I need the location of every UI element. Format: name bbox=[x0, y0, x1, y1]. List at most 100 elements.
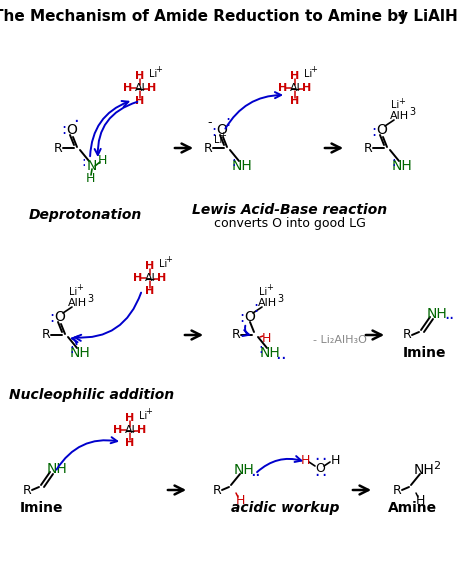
Text: Li: Li bbox=[139, 411, 147, 421]
Text: H: H bbox=[126, 438, 135, 448]
Text: 3: 3 bbox=[409, 107, 415, 117]
Text: :: : bbox=[70, 342, 74, 356]
Text: NH: NH bbox=[414, 463, 434, 477]
Text: H: H bbox=[330, 454, 340, 467]
Text: H: H bbox=[302, 83, 311, 93]
Text: +: + bbox=[77, 284, 83, 292]
Text: :: : bbox=[239, 311, 245, 326]
Text: ·: · bbox=[280, 350, 286, 368]
Text: Li: Li bbox=[159, 259, 167, 269]
Text: Al: Al bbox=[290, 83, 301, 93]
Text: O: O bbox=[66, 123, 77, 137]
Text: AlH: AlH bbox=[390, 111, 409, 121]
Text: +: + bbox=[399, 96, 405, 106]
Text: :: : bbox=[372, 123, 376, 139]
Text: H: H bbox=[85, 171, 95, 184]
Text: converts O into good LG: converts O into good LG bbox=[214, 218, 366, 231]
Text: Al: Al bbox=[125, 425, 136, 435]
Text: H: H bbox=[415, 494, 425, 507]
Text: :: : bbox=[254, 301, 258, 315]
Text: Li: Li bbox=[391, 100, 399, 110]
Text: AlH: AlH bbox=[67, 298, 87, 308]
Text: ·: · bbox=[73, 113, 79, 131]
Text: -: - bbox=[208, 116, 212, 130]
Text: Al: Al bbox=[145, 273, 155, 283]
Text: O: O bbox=[315, 461, 325, 474]
Text: :: : bbox=[259, 342, 264, 356]
Text: R: R bbox=[364, 141, 373, 154]
Text: H: H bbox=[137, 425, 146, 435]
Text: NH: NH bbox=[234, 463, 255, 477]
Text: :: : bbox=[49, 311, 55, 326]
Text: :: : bbox=[82, 155, 86, 169]
Text: +: + bbox=[219, 130, 227, 140]
Text: H: H bbox=[123, 83, 133, 93]
Text: ·: · bbox=[321, 467, 327, 485]
Text: +: + bbox=[165, 255, 173, 265]
Text: H: H bbox=[291, 96, 300, 106]
Text: Imine: Imine bbox=[403, 346, 447, 360]
Text: Imine: Imine bbox=[20, 501, 64, 515]
Text: +: + bbox=[146, 407, 153, 417]
Text: Li: Li bbox=[304, 69, 312, 79]
Text: Li: Li bbox=[259, 287, 267, 297]
Text: - Li₂AlH₃O: - Li₂AlH₃O bbox=[313, 335, 367, 345]
Text: +: + bbox=[155, 66, 163, 75]
Text: N: N bbox=[87, 159, 97, 173]
Text: 2: 2 bbox=[433, 461, 440, 471]
Text: ·: · bbox=[448, 310, 454, 328]
Text: The Mechanism of Amide Reduction to Amine by LiAlH: The Mechanism of Amide Reduction to Amin… bbox=[0, 8, 457, 23]
Text: NH: NH bbox=[46, 462, 67, 476]
Text: H: H bbox=[133, 273, 143, 283]
Text: H: H bbox=[291, 71, 300, 81]
Text: ·: · bbox=[254, 467, 260, 485]
Text: R: R bbox=[392, 484, 401, 497]
Text: ·: · bbox=[314, 451, 319, 469]
Text: H: H bbox=[278, 83, 288, 93]
Text: +: + bbox=[310, 66, 318, 75]
Text: Li: Li bbox=[69, 287, 77, 297]
Text: NH: NH bbox=[70, 346, 91, 360]
Text: 3: 3 bbox=[277, 294, 283, 304]
Text: acidic workup: acidic workup bbox=[231, 501, 339, 515]
Text: R: R bbox=[42, 329, 50, 342]
Text: O: O bbox=[245, 310, 255, 324]
Text: Li: Li bbox=[214, 135, 222, 145]
Text: :: : bbox=[226, 113, 230, 129]
Text: R: R bbox=[204, 141, 212, 154]
Text: H: H bbox=[235, 494, 245, 507]
Text: R: R bbox=[232, 329, 240, 342]
Text: O: O bbox=[217, 123, 228, 137]
Text: H: H bbox=[113, 425, 123, 435]
Text: ·: · bbox=[250, 467, 256, 485]
Text: NH: NH bbox=[260, 346, 281, 360]
Text: R: R bbox=[213, 484, 221, 497]
Text: NH: NH bbox=[427, 307, 447, 321]
Text: AlH: AlH bbox=[257, 298, 276, 308]
Text: +: + bbox=[266, 284, 273, 292]
Text: ·: · bbox=[314, 467, 319, 485]
Text: H: H bbox=[146, 261, 155, 271]
Text: :: : bbox=[62, 123, 66, 137]
Text: 4: 4 bbox=[398, 10, 406, 20]
Text: NH: NH bbox=[392, 159, 412, 173]
Text: H: H bbox=[261, 332, 271, 345]
Text: O: O bbox=[376, 123, 387, 137]
Text: ·: · bbox=[444, 310, 450, 328]
Text: R: R bbox=[23, 484, 31, 497]
Text: Lewis Acid-Base reaction: Lewis Acid-Base reaction bbox=[192, 203, 388, 217]
Text: Nucleophilic addition: Nucleophilic addition bbox=[9, 388, 174, 402]
Text: H: H bbox=[147, 83, 156, 93]
Text: ·: · bbox=[321, 451, 327, 469]
Text: H: H bbox=[136, 71, 145, 81]
Text: :: : bbox=[392, 155, 396, 169]
Text: :: : bbox=[211, 123, 217, 139]
Text: H: H bbox=[157, 273, 167, 283]
Text: Deprotonation: Deprotonation bbox=[28, 208, 142, 222]
Text: ·: · bbox=[275, 350, 281, 368]
Text: NH: NH bbox=[232, 159, 252, 173]
Text: O: O bbox=[55, 310, 65, 324]
Text: 3: 3 bbox=[87, 294, 93, 304]
Text: H: H bbox=[301, 454, 310, 467]
Text: R: R bbox=[54, 141, 63, 154]
